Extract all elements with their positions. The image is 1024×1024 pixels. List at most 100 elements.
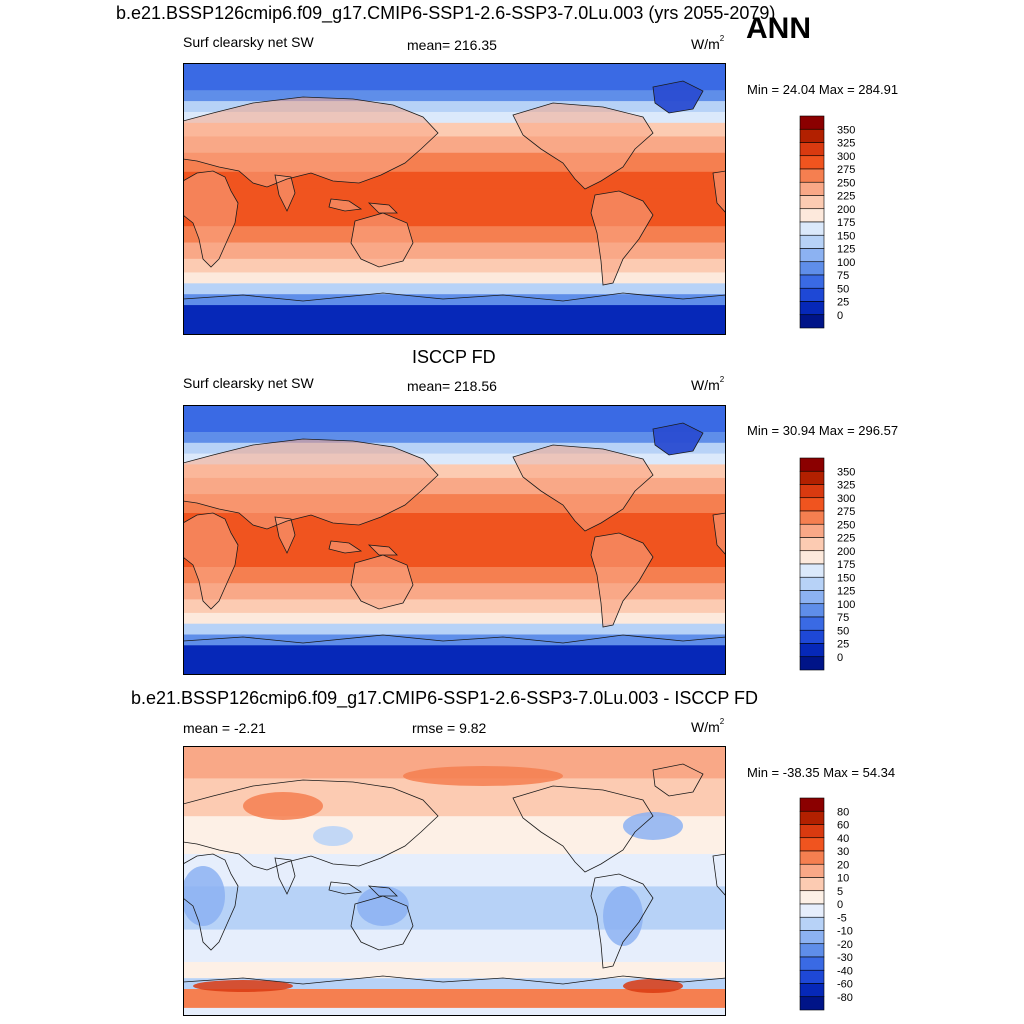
lat-band [183,101,726,113]
coastline [183,96,439,188]
coastlines [183,80,726,302]
panel1-minmax: Min = 24.04 Max = 284.91 [747,82,899,97]
colorbar-tick-label: 225 [837,191,855,203]
panel3-mean: mean = -2.21 [183,720,266,736]
colorbar-box [799,629,825,644]
colorbar-box [799,234,825,249]
land-patch [275,175,295,211]
colorbar-box [799,261,825,276]
map-border [183,746,726,1016]
colorbar-tick-label: 0 [837,310,843,322]
colorbar-tick-label: 325 [837,138,855,150]
field-bands [183,746,726,1016]
coastline [274,174,296,212]
coastline [652,763,704,797]
colorbar-box [799,603,825,618]
colorbar-tick-label: 125 [837,244,855,256]
colorbar-box [799,115,825,130]
land-patch [183,97,438,187]
anomaly-patch [243,792,323,820]
land-field [183,423,726,627]
lat-band [183,453,726,465]
colorbar-box [799,590,825,605]
panel2-minmax: Min = 30.94 Max = 296.57 [747,423,899,438]
lat-band [183,90,726,102]
lat-band [183,623,726,635]
season-label: ANN [746,12,811,45]
colorbar-box [799,181,825,196]
coastline [712,512,726,556]
colorbar-tick-label: 25 [837,297,849,309]
land-patch [713,171,726,213]
coastline [183,292,726,302]
coastline [350,895,414,951]
coastline [590,532,654,628]
land-patch [513,445,653,531]
coastline [590,190,654,286]
panel3-title: b.e21.BSSP126cmip6.f09_g17.CMIP6-SSP1-2.… [131,688,759,708]
lat-band [183,432,726,444]
colorbar-box [799,850,825,865]
colorbar-box [799,195,825,210]
lat-band [183,886,726,931]
colorbar-tick-label: 350 [837,124,855,136]
anomaly-patch [313,826,353,846]
lat-band [183,258,726,273]
colorbar-box [799,155,825,170]
colorbar-tick-label: 175 [837,559,855,571]
coastline [350,212,414,268]
coastlines [183,422,726,644]
colorbar-tick-label: 200 [837,204,855,216]
lat-band [183,978,726,990]
panel1-map [183,63,726,335]
anomaly-patches [183,766,683,993]
colorbar-box [799,969,825,984]
map-border [183,63,726,335]
land-patch [275,517,295,553]
colorbar-box [799,983,825,998]
colorbar-tick-label: 50 [837,283,849,295]
coastline [183,975,726,985]
colorbar-box [799,510,825,525]
colorbar-tick-label: 0 [837,652,843,664]
colorbar-box [799,996,825,1011]
colorbar-box [799,523,825,538]
colorbar-tick-label: -40 [837,965,853,977]
colorbar-tick-label: 5 [837,886,843,898]
colorbar-tick-label: 225 [837,533,855,545]
land-patch [591,533,653,627]
colorbar-tick-label: 25 [837,639,849,651]
panel2-mean: mean= 218.56 [407,378,497,394]
panel3-units: W/m2 [691,717,725,735]
coastline [652,422,704,456]
colorbar-tick-label: 150 [837,572,855,584]
colorbar-box [799,656,825,671]
lat-band [183,294,726,306]
panel1-mean: mean= 216.35 [407,37,497,53]
colorbar-box [799,824,825,839]
colorbar-box [799,810,825,825]
panel2-map [183,405,726,675]
colorbar-tick-label: 100 [837,599,855,611]
land-field [183,81,726,285]
coastline [712,853,726,897]
colorbar-tick-label: 350 [837,466,855,478]
colorbar-box [799,837,825,852]
colorbar-box [799,956,825,971]
lat-band [183,63,726,91]
panel2-units: W/m2 [691,375,725,393]
colorbar-tick-label: -80 [837,992,853,1004]
land-patch [351,213,413,267]
colorbar-box [799,550,825,565]
ice-patch [653,81,703,113]
land-patch [183,439,438,529]
colorbar-tick-label: 80 [837,806,849,818]
colorbar-box [799,903,825,918]
colorbar-box [799,301,825,316]
colorbar-tick-label: 250 [837,519,855,531]
coastline [512,444,654,532]
lat-band [183,583,726,600]
colorbar-box [799,877,825,892]
land-patch [351,555,413,609]
